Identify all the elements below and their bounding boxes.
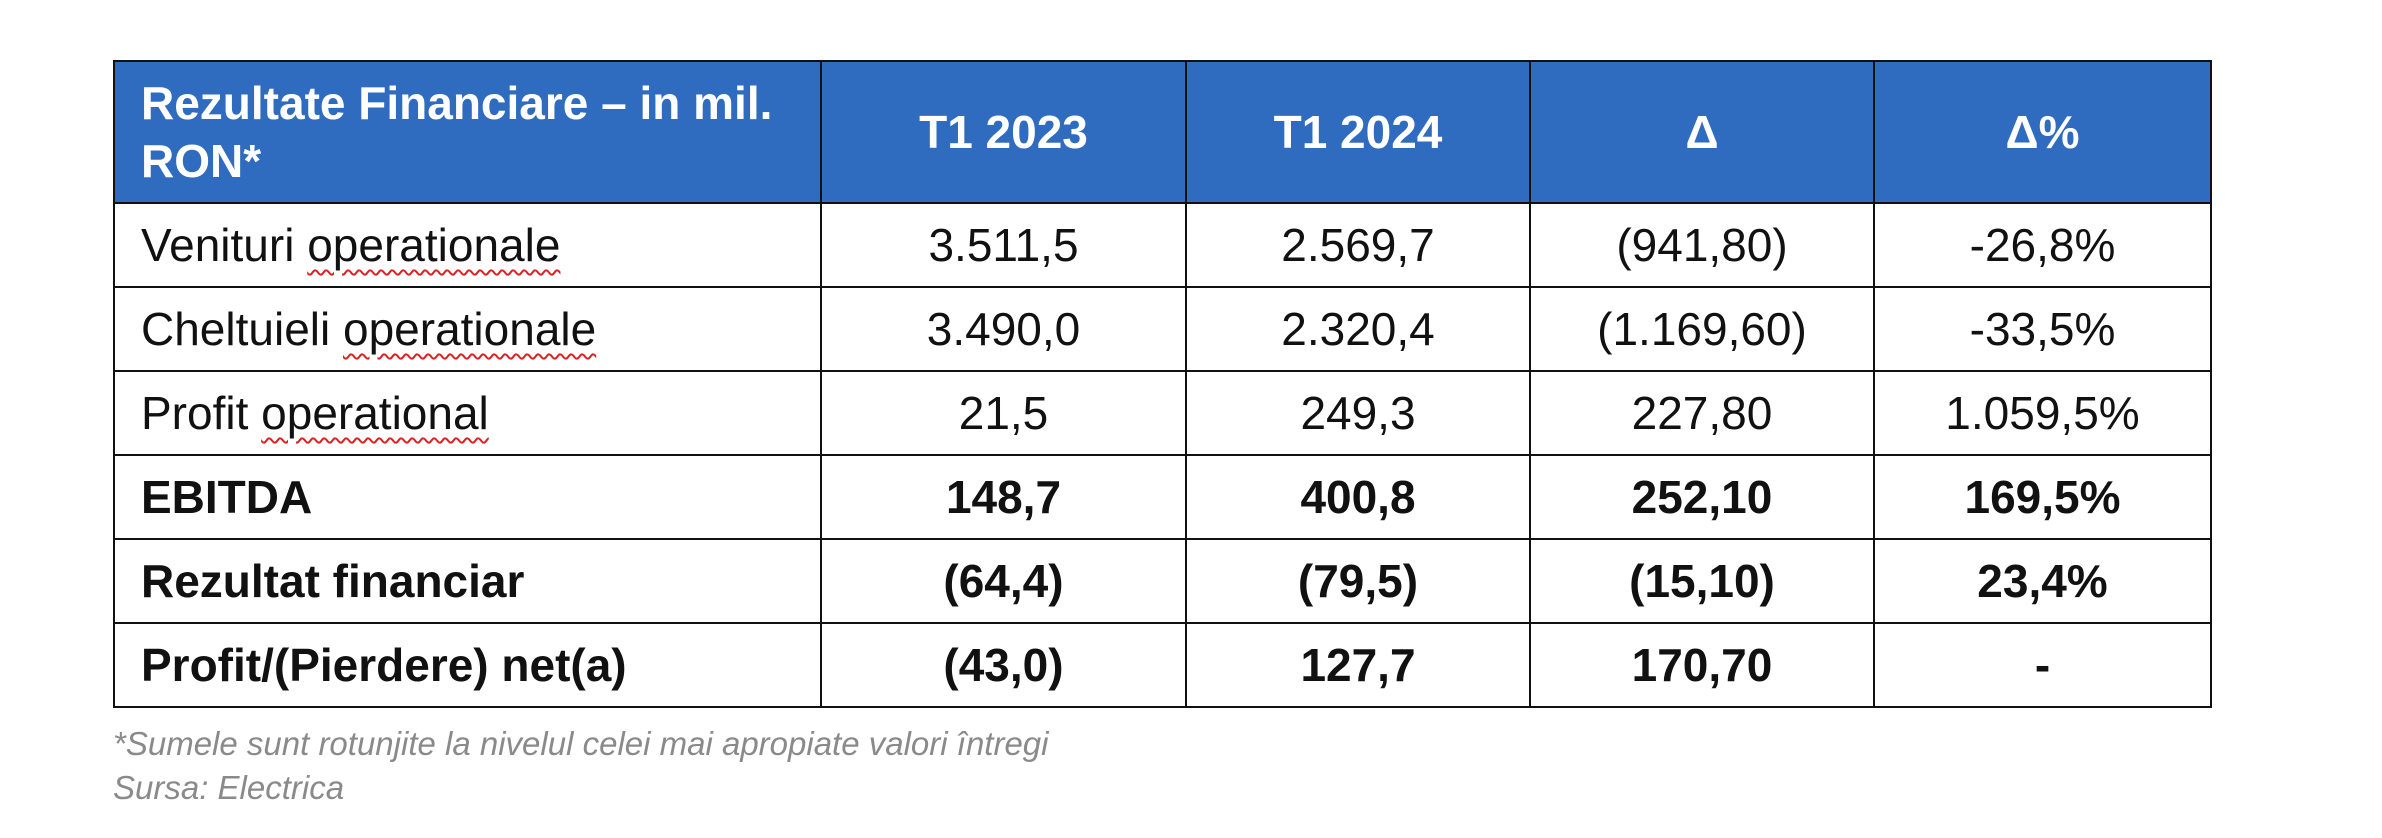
row-label: Cheltuieli operationale [113,286,822,372]
row-label: Venituri operationale [113,202,822,288]
row-label: Rezultat financiar [113,538,822,624]
cell-t1-2024: 2.320,4 [1185,286,1531,372]
table-row-rezultat-financiar: Rezultat financiar (64,4) (79,5) (15,10)… [113,538,2212,624]
row-label-pre: Cheltuieli [141,303,343,355]
row-label: Profit operational [113,370,822,456]
cell-t1-2024: (79,5) [1185,538,1531,624]
cell-delta: (15,10) [1529,538,1875,624]
cell-t1-2024: 127,7 [1185,622,1531,708]
cell-t1-2023: 3.490,0 [820,286,1187,372]
footnote: *Sumele sunt rotunjite la nivelul celei … [113,725,1049,762]
row-label-pre: Venituri [141,219,308,271]
table-row-profit-operational: Profit operational 21,5 249,3 227,80 1.0… [113,370,2212,456]
cell-delta-percent: -33,5% [1873,286,2212,372]
cell-delta: 252,10 [1529,454,1875,540]
cell-delta-percent: 169,5% [1873,454,2212,540]
row-label: Profit/(Pierdere) net(a) [113,622,822,708]
table-notes: *Sumele sunt rotunjite la nivelul celei … [113,722,1049,810]
header-delta-percent: Δ% [1873,60,2212,204]
table-row-ebitda: EBITDA 148,7 400,8 252,10 169,5% [113,454,2212,540]
cell-delta: (1.169,60) [1529,286,1875,372]
row-label-underlined-word: operational [261,387,489,439]
row-label-underlined-word: operationale [307,219,561,271]
table-row-venituri-operationale: Venituri operationale 3.511,5 2.569,7 (9… [113,202,2212,288]
header-label: Rezultate Financiare – in mil. RON* [113,60,822,204]
header-t1-2024: T1 2024 [1185,60,1531,204]
table-row-cheltuieli-operationale: Cheltuieli operationale 3.490,0 2.320,4 … [113,286,2212,372]
cell-t1-2024: 249,3 [1185,370,1531,456]
cell-t1-2023: (64,4) [820,538,1187,624]
cell-t1-2023: 3.511,5 [820,202,1187,288]
financial-results-table: Rezultate Financiare – in mil. RON* T1 2… [113,60,2212,708]
cell-t1-2023: 21,5 [820,370,1187,456]
header-delta: Δ [1529,60,1875,204]
cell-delta-percent: -26,8% [1873,202,2212,288]
cell-t1-2024: 2.569,7 [1185,202,1531,288]
source-line: Sursa: Electrica [113,769,345,806]
row-label-underlined-word: operationale [343,303,597,355]
cell-delta-percent: 1.059,5% [1873,370,2212,456]
cell-delta: 227,80 [1529,370,1875,456]
cell-delta: 170,70 [1529,622,1875,708]
cell-delta: (941,80) [1529,202,1875,288]
cell-t1-2024: 400,8 [1185,454,1531,540]
cell-delta-percent: 23,4% [1873,538,2212,624]
cell-delta-percent: - [1873,622,2212,708]
row-label-pre: Profit [141,387,262,439]
table-row-profit-pierdere-neta: Profit/(Pierdere) net(a) (43,0) 127,7 17… [113,622,2212,708]
cell-t1-2023: (43,0) [820,622,1187,708]
row-label: EBITDA [113,454,822,540]
table-header-row: Rezultate Financiare – in mil. RON* T1 2… [113,60,2212,204]
cell-t1-2023: 148,7 [820,454,1187,540]
header-t1-2023: T1 2023 [820,60,1187,204]
